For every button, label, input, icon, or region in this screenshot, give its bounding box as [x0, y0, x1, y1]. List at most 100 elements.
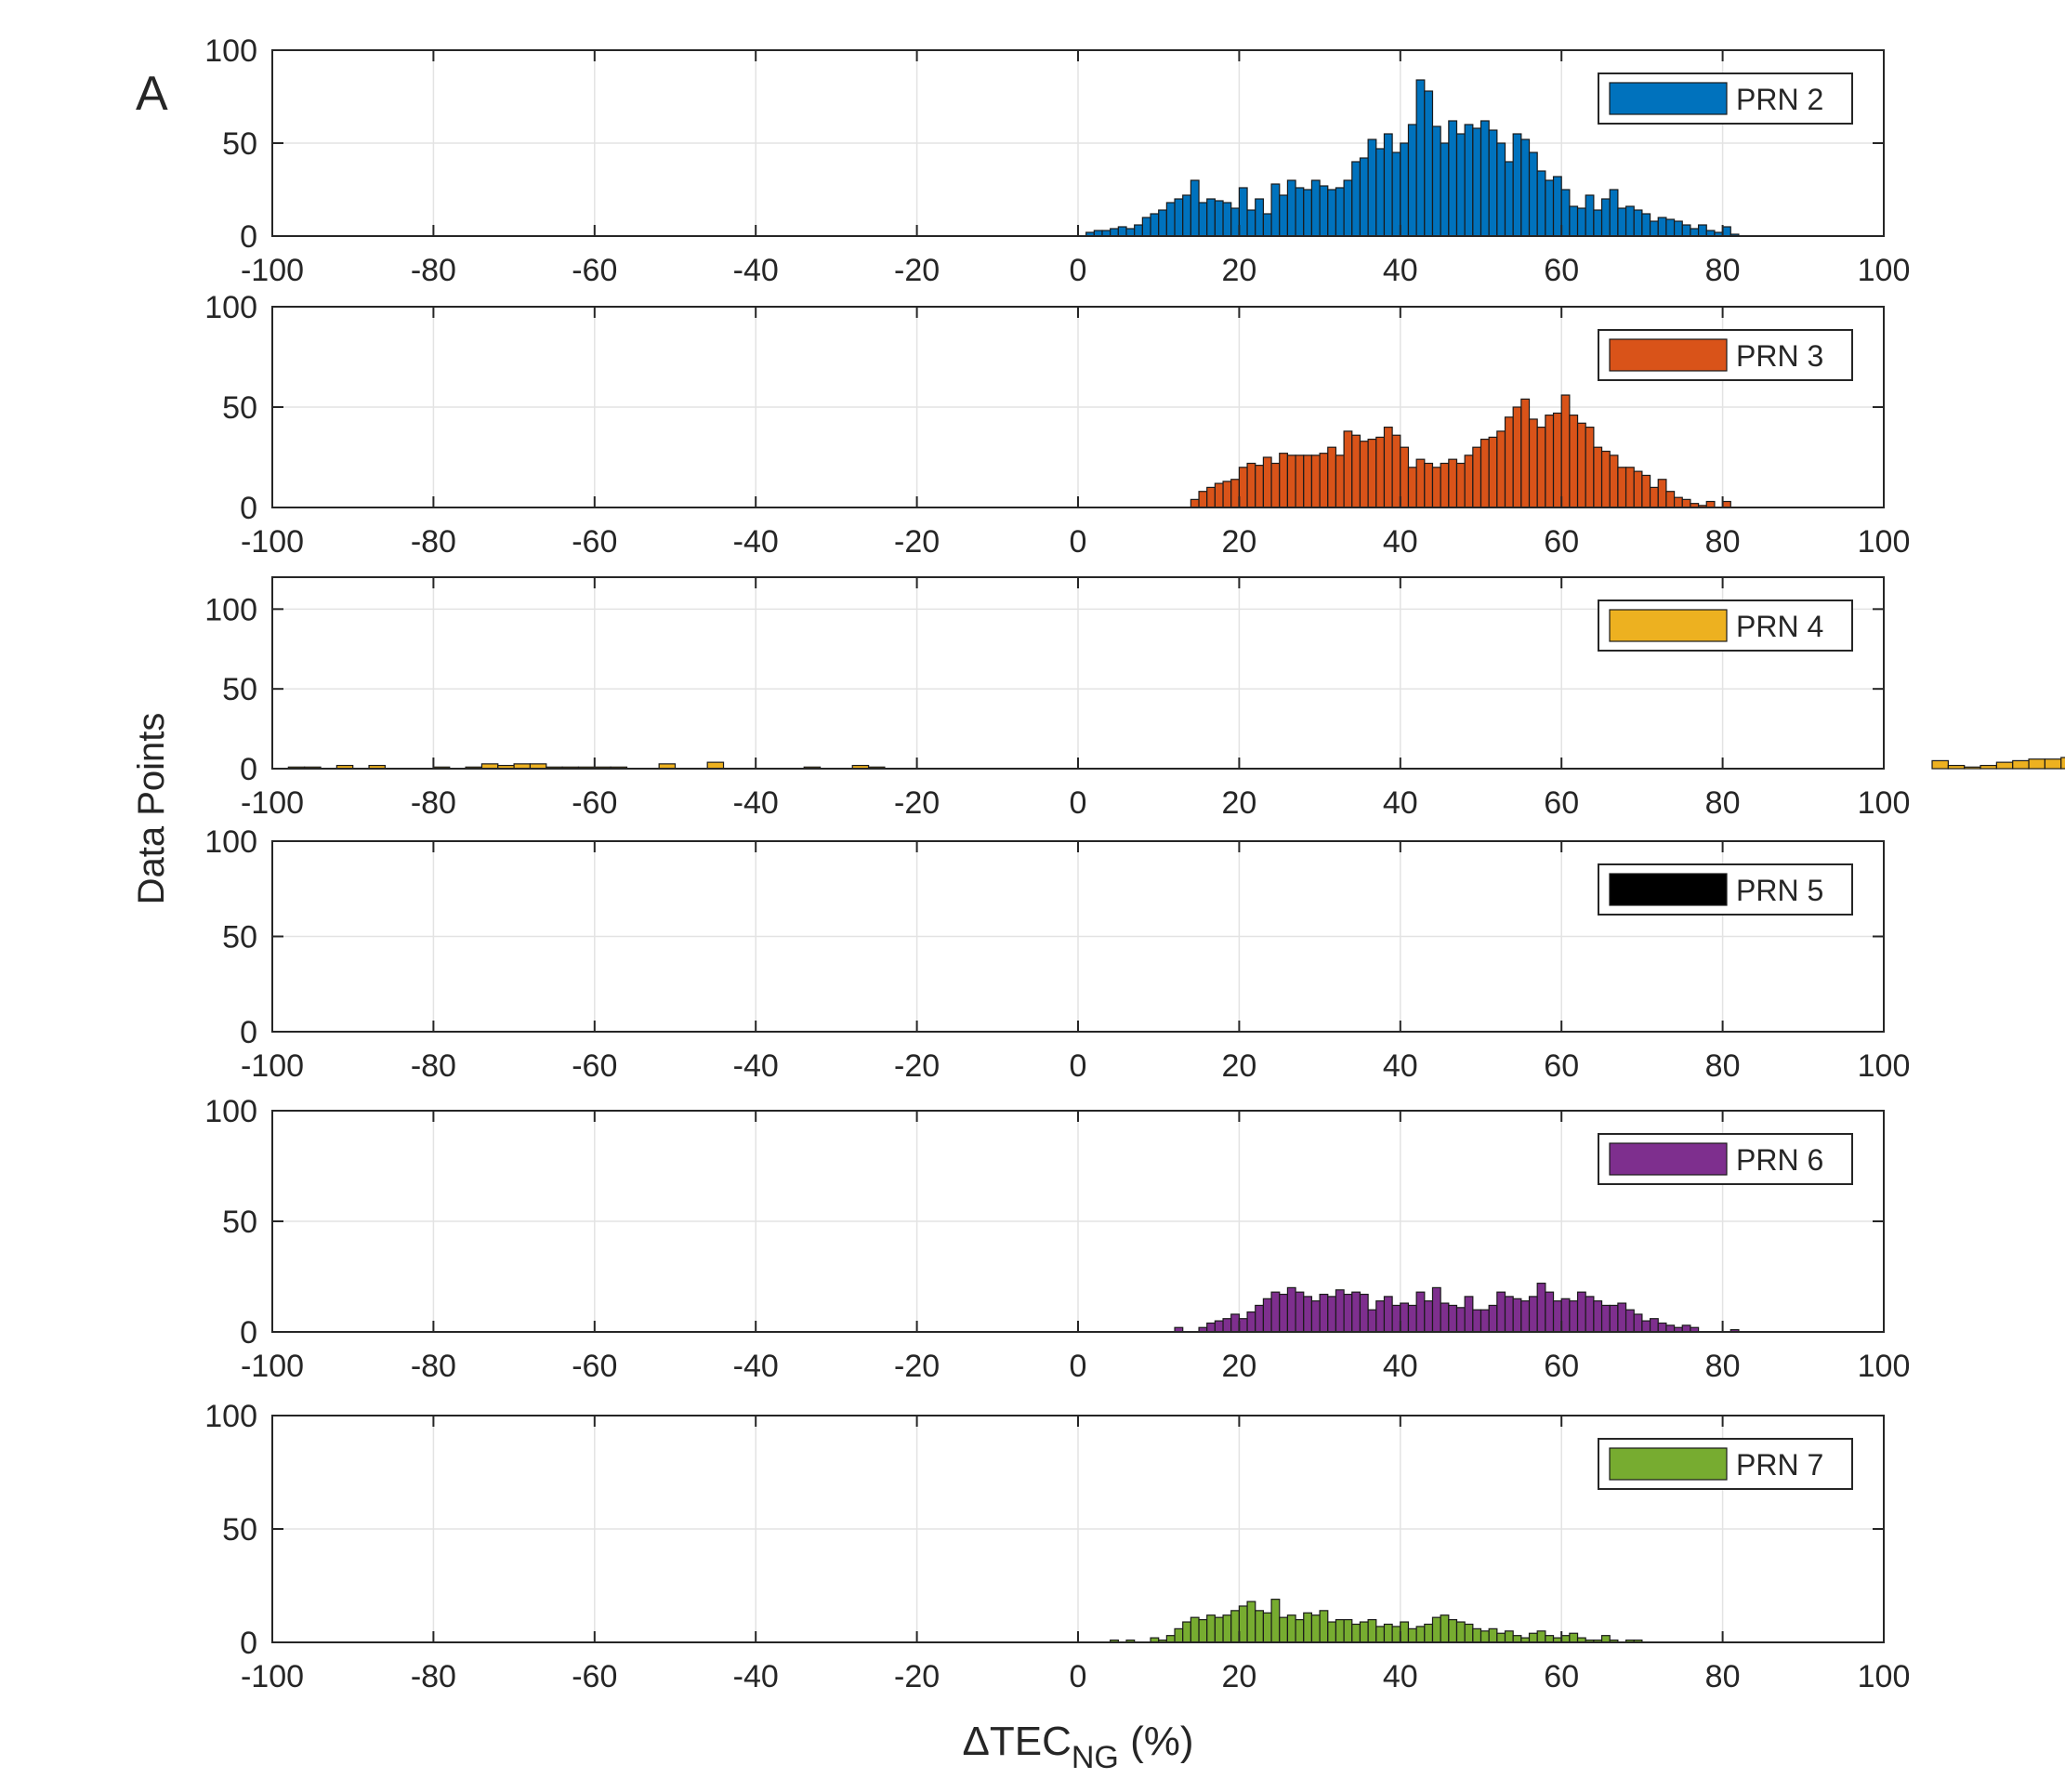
- x-tick-label: 60: [1544, 1659, 1579, 1694]
- histogram-bar: [1279, 1293, 1289, 1333]
- y-tick-label: 50: [222, 390, 257, 426]
- histogram-bar: [1520, 398, 1531, 508]
- histogram-bar: [1472, 127, 1482, 237]
- histogram-bar: [1222, 1614, 1232, 1643]
- histogram-bar: [1359, 1621, 1369, 1643]
- histogram-bar: [1279, 453, 1289, 508]
- histogram-bar: [1222, 202, 1232, 237]
- histogram-bar: [1424, 1300, 1434, 1333]
- histogram-bar: [1600, 1304, 1611, 1333]
- histogram-bar: [2060, 757, 2065, 770]
- histogram-bar: [1464, 124, 1474, 237]
- histogram-bar: [1440, 1302, 1450, 1333]
- histogram-bar: [1214, 1616, 1224, 1643]
- x-tick-label: 100: [1858, 524, 1911, 560]
- histogram-bar: [1528, 152, 1538, 237]
- histogram-bar: [1512, 1635, 1522, 1643]
- x-tick-label: -60: [572, 524, 617, 560]
- histogram-bar: [1464, 455, 1474, 508]
- x-tick-label: -80: [411, 785, 456, 821]
- x-tick-label: -20: [894, 1048, 940, 1084]
- x-tick-label: -20: [894, 253, 940, 288]
- histogram-bar: [1279, 1616, 1289, 1643]
- histogram-bar: [1375, 436, 1386, 508]
- x-tick-label: 80: [1705, 1349, 1741, 1384]
- histogram-bar: [2012, 759, 2030, 770]
- histogram-bar: [1424, 90, 1434, 237]
- histogram-bar: [1681, 1324, 1691, 1333]
- histogram-bar: [1343, 1293, 1353, 1333]
- histogram-bar: [1633, 470, 1643, 508]
- x-tick-label: -60: [572, 785, 617, 821]
- legend-label: PRN 2: [1736, 83, 1823, 116]
- histogram-bar: [1141, 217, 1151, 237]
- histogram-bar: [1246, 209, 1256, 237]
- histogram-bar: [1343, 1618, 1353, 1643]
- histogram-bar: [1286, 455, 1296, 508]
- histogram-bar: [1214, 200, 1224, 237]
- panel-prn-6: -100 -80 -60 -40 -20 0 20 40 60 80 100 0 50 100 PRN 6: [204, 1094, 1910, 1384]
- histogram-bar: [1504, 1296, 1514, 1333]
- histogram-bar: [1383, 133, 1393, 237]
- x-tick-label: -100: [241, 1659, 304, 1694]
- y-tick-label: 50: [222, 672, 257, 707]
- histogram-bar: [1230, 1313, 1240, 1333]
- histogram-bar: [1206, 1614, 1216, 1643]
- histogram-bar: [1303, 189, 1313, 237]
- x-tick-label: 80: [1705, 1659, 1741, 1694]
- histogram-bar: [1545, 179, 1555, 237]
- histogram-bar: [1400, 142, 1410, 237]
- legend-label: PRN 5: [1736, 874, 1823, 907]
- histogram-bar: [1455, 462, 1466, 508]
- x-tick-label: 100: [1858, 253, 1911, 288]
- histogram-bar: [1327, 189, 1337, 237]
- histogram-bar: [1319, 453, 1329, 508]
- histogram-bar: [1609, 1304, 1619, 1333]
- x-tick-label: 20: [1221, 785, 1256, 821]
- legend-swatch: [1609, 873, 1728, 906]
- histogram-bar: [1536, 170, 1546, 237]
- histogram-bar: [1400, 446, 1410, 508]
- histogram-bar: [1270, 183, 1281, 237]
- y-tick-label: 100: [204, 824, 257, 860]
- histogram-bar: [1255, 465, 1265, 508]
- histogram-bar: [1375, 148, 1386, 237]
- x-tick-label: 20: [1221, 524, 1256, 560]
- histogram-bar: [1560, 1298, 1571, 1333]
- histogram-bar: [1624, 205, 1635, 237]
- histogram-bar: [1351, 161, 1361, 237]
- x-tick-label: -20: [894, 1659, 940, 1694]
- histogram-bar: [1359, 157, 1369, 237]
- histogram-bar: [1424, 1623, 1434, 1643]
- histogram-bar: [1125, 228, 1136, 237]
- x-tick-label: 60: [1544, 253, 1579, 288]
- histogram-bar: [1657, 217, 1667, 237]
- histogram-bar: [1641, 474, 1651, 508]
- histogram-bar: [1480, 438, 1490, 508]
- x-tick-label: -40: [733, 1048, 779, 1084]
- x-tick-label: -60: [572, 1349, 617, 1384]
- y-axis-label: Data Points: [131, 713, 172, 905]
- histogram-bar: [1351, 434, 1361, 508]
- x-tick-label: -80: [411, 253, 456, 288]
- x-tick-label: -100: [241, 1349, 304, 1384]
- x-tick-label: 0: [1070, 253, 1087, 288]
- histogram-bar: [1391, 152, 1401, 237]
- histogram-bar: [1351, 1623, 1361, 1643]
- histogram-bar: [1480, 1309, 1490, 1333]
- histogram-bar: [1214, 482, 1224, 508]
- histogram-bar: [1319, 185, 1329, 237]
- histogram-bar: [1440, 462, 1450, 508]
- histogram-bar: [1310, 179, 1321, 237]
- x-tick-label: -60: [572, 1048, 617, 1084]
- histogram-bar: [1407, 1304, 1417, 1333]
- histogram-bar: [1697, 224, 1707, 237]
- histogram-bar: [1270, 1291, 1281, 1333]
- x-tick-label: -20: [894, 1349, 940, 1384]
- x-tick-label: -100: [241, 785, 304, 821]
- x-tick-label: -40: [733, 1659, 779, 1694]
- histogram-bar: [1222, 481, 1232, 508]
- histogram-bar: [1440, 142, 1450, 237]
- panel-prn-4: -100 -80 -60 -40 -20 0 20 40 60 80 100 0 50 100 PRN 4: [204, 576, 2065, 821]
- x-tick-label: 20: [1221, 1349, 1256, 1384]
